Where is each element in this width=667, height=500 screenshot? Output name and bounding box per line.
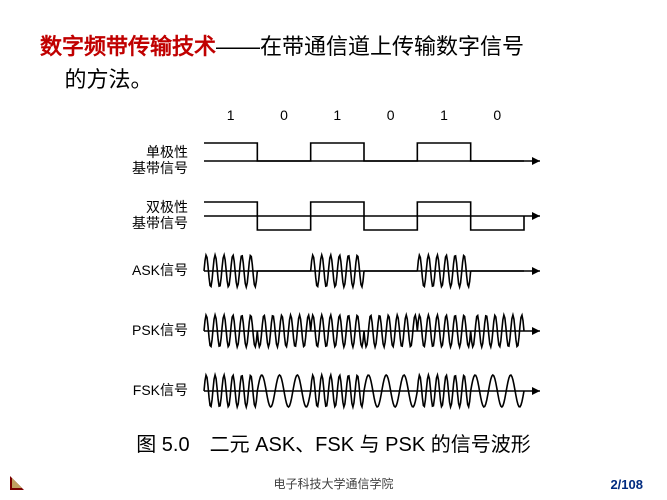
title-red: 数字频带传输技术 (40, 34, 216, 59)
title-dash: —— (216, 34, 260, 59)
figure-caption: 图 5.0 二元 ASK、FSK 与 PSK 的信号波形 (40, 428, 627, 457)
title-rest2: 的方法。 (64, 67, 152, 92)
axis-arrow-psk (532, 327, 540, 335)
bit-label: 0 (386, 107, 394, 123)
bit-label: 1 (440, 107, 448, 123)
title-rest1: 在带通信道上传输数字信号 (260, 34, 524, 59)
axis-arrow-unipolar (532, 157, 540, 165)
row-label-bipolar: 基带信号 (132, 215, 188, 231)
bit-label: 0 (280, 107, 288, 123)
axis-arrow-ask (532, 267, 540, 275)
row-label-ask: ASK信号 (131, 262, 187, 278)
wave-unipolar (204, 143, 524, 161)
bit-label: 0 (493, 107, 501, 123)
slide-title: 数字频带传输技术——在带通信道上传输数字信号 的方法。 (40, 30, 627, 96)
page-number: 2/108 (610, 477, 643, 492)
bit-label: 1 (226, 107, 234, 123)
row-label-bipolar: 双极性 (146, 199, 188, 215)
row-label-fsk: FSK信号 (132, 382, 187, 398)
waveform-diagram: 101010单极性基带信号双极性基带信号ASK信号PSK信号FSK信号 (104, 106, 564, 426)
footer-text: 电子科技大学通信学院 (0, 475, 667, 492)
axis-arrow-fsk (532, 387, 540, 395)
row-label-unipolar: 单极性 (146, 144, 188, 160)
row-label-psk: PSK信号 (131, 322, 187, 338)
row-label-unipolar: 基带信号 (132, 160, 188, 176)
axis-arrow-bipolar (532, 212, 540, 220)
bit-label: 1 (333, 107, 341, 123)
